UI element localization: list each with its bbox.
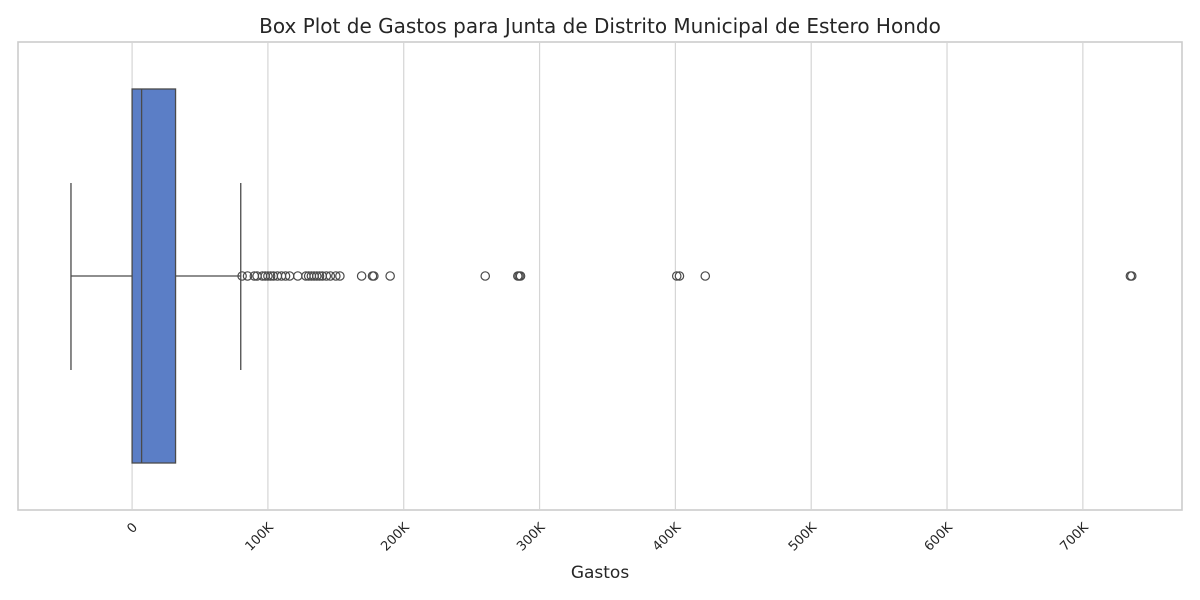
outlier-point [312, 271, 322, 281]
outliers [237, 271, 1137, 281]
x-tick-label: 300K [514, 520, 549, 555]
outlier-point [335, 271, 345, 281]
outlier-point [242, 271, 253, 281]
outlier-point [356, 271, 367, 281]
outlier-point [263, 271, 273, 281]
x-tick-label: 700K [1057, 520, 1092, 555]
outlier-point [280, 271, 291, 281]
outlier-point [674, 271, 685, 281]
outlier-point [265, 271, 276, 281]
outlier-point [1126, 271, 1137, 281]
x-tick-label: 100K [243, 520, 278, 555]
x-axis-ticks: 0 100K 200K 300K 400K 500K 600K 700K [124, 520, 1092, 555]
outlier-point [385, 271, 395, 281]
iqr-box [131, 88, 177, 464]
outlier-point [369, 271, 379, 281]
outlier-point [237, 271, 247, 281]
x-tick-label: 200K [378, 520, 413, 555]
x-tick-label: 500K [786, 520, 821, 555]
chart-title: Box Plot de Gastos para Junta de Distrit… [259, 14, 941, 38]
outlier-point [321, 271, 332, 281]
x-tick-label: 0 [124, 520, 140, 536]
outlier-point [480, 271, 491, 281]
x-tick-label: 400K [650, 520, 685, 555]
outlier-point [331, 271, 341, 281]
outlier-point [671, 271, 682, 281]
outlier-point [325, 271, 336, 281]
x-axis-label: Gastos [571, 563, 630, 583]
outlier-point [700, 271, 711, 281]
outlier-point [314, 271, 325, 281]
box-group [70, 88, 242, 464]
x-tick-label: 600K [922, 520, 957, 555]
outlier-point [515, 271, 526, 281]
